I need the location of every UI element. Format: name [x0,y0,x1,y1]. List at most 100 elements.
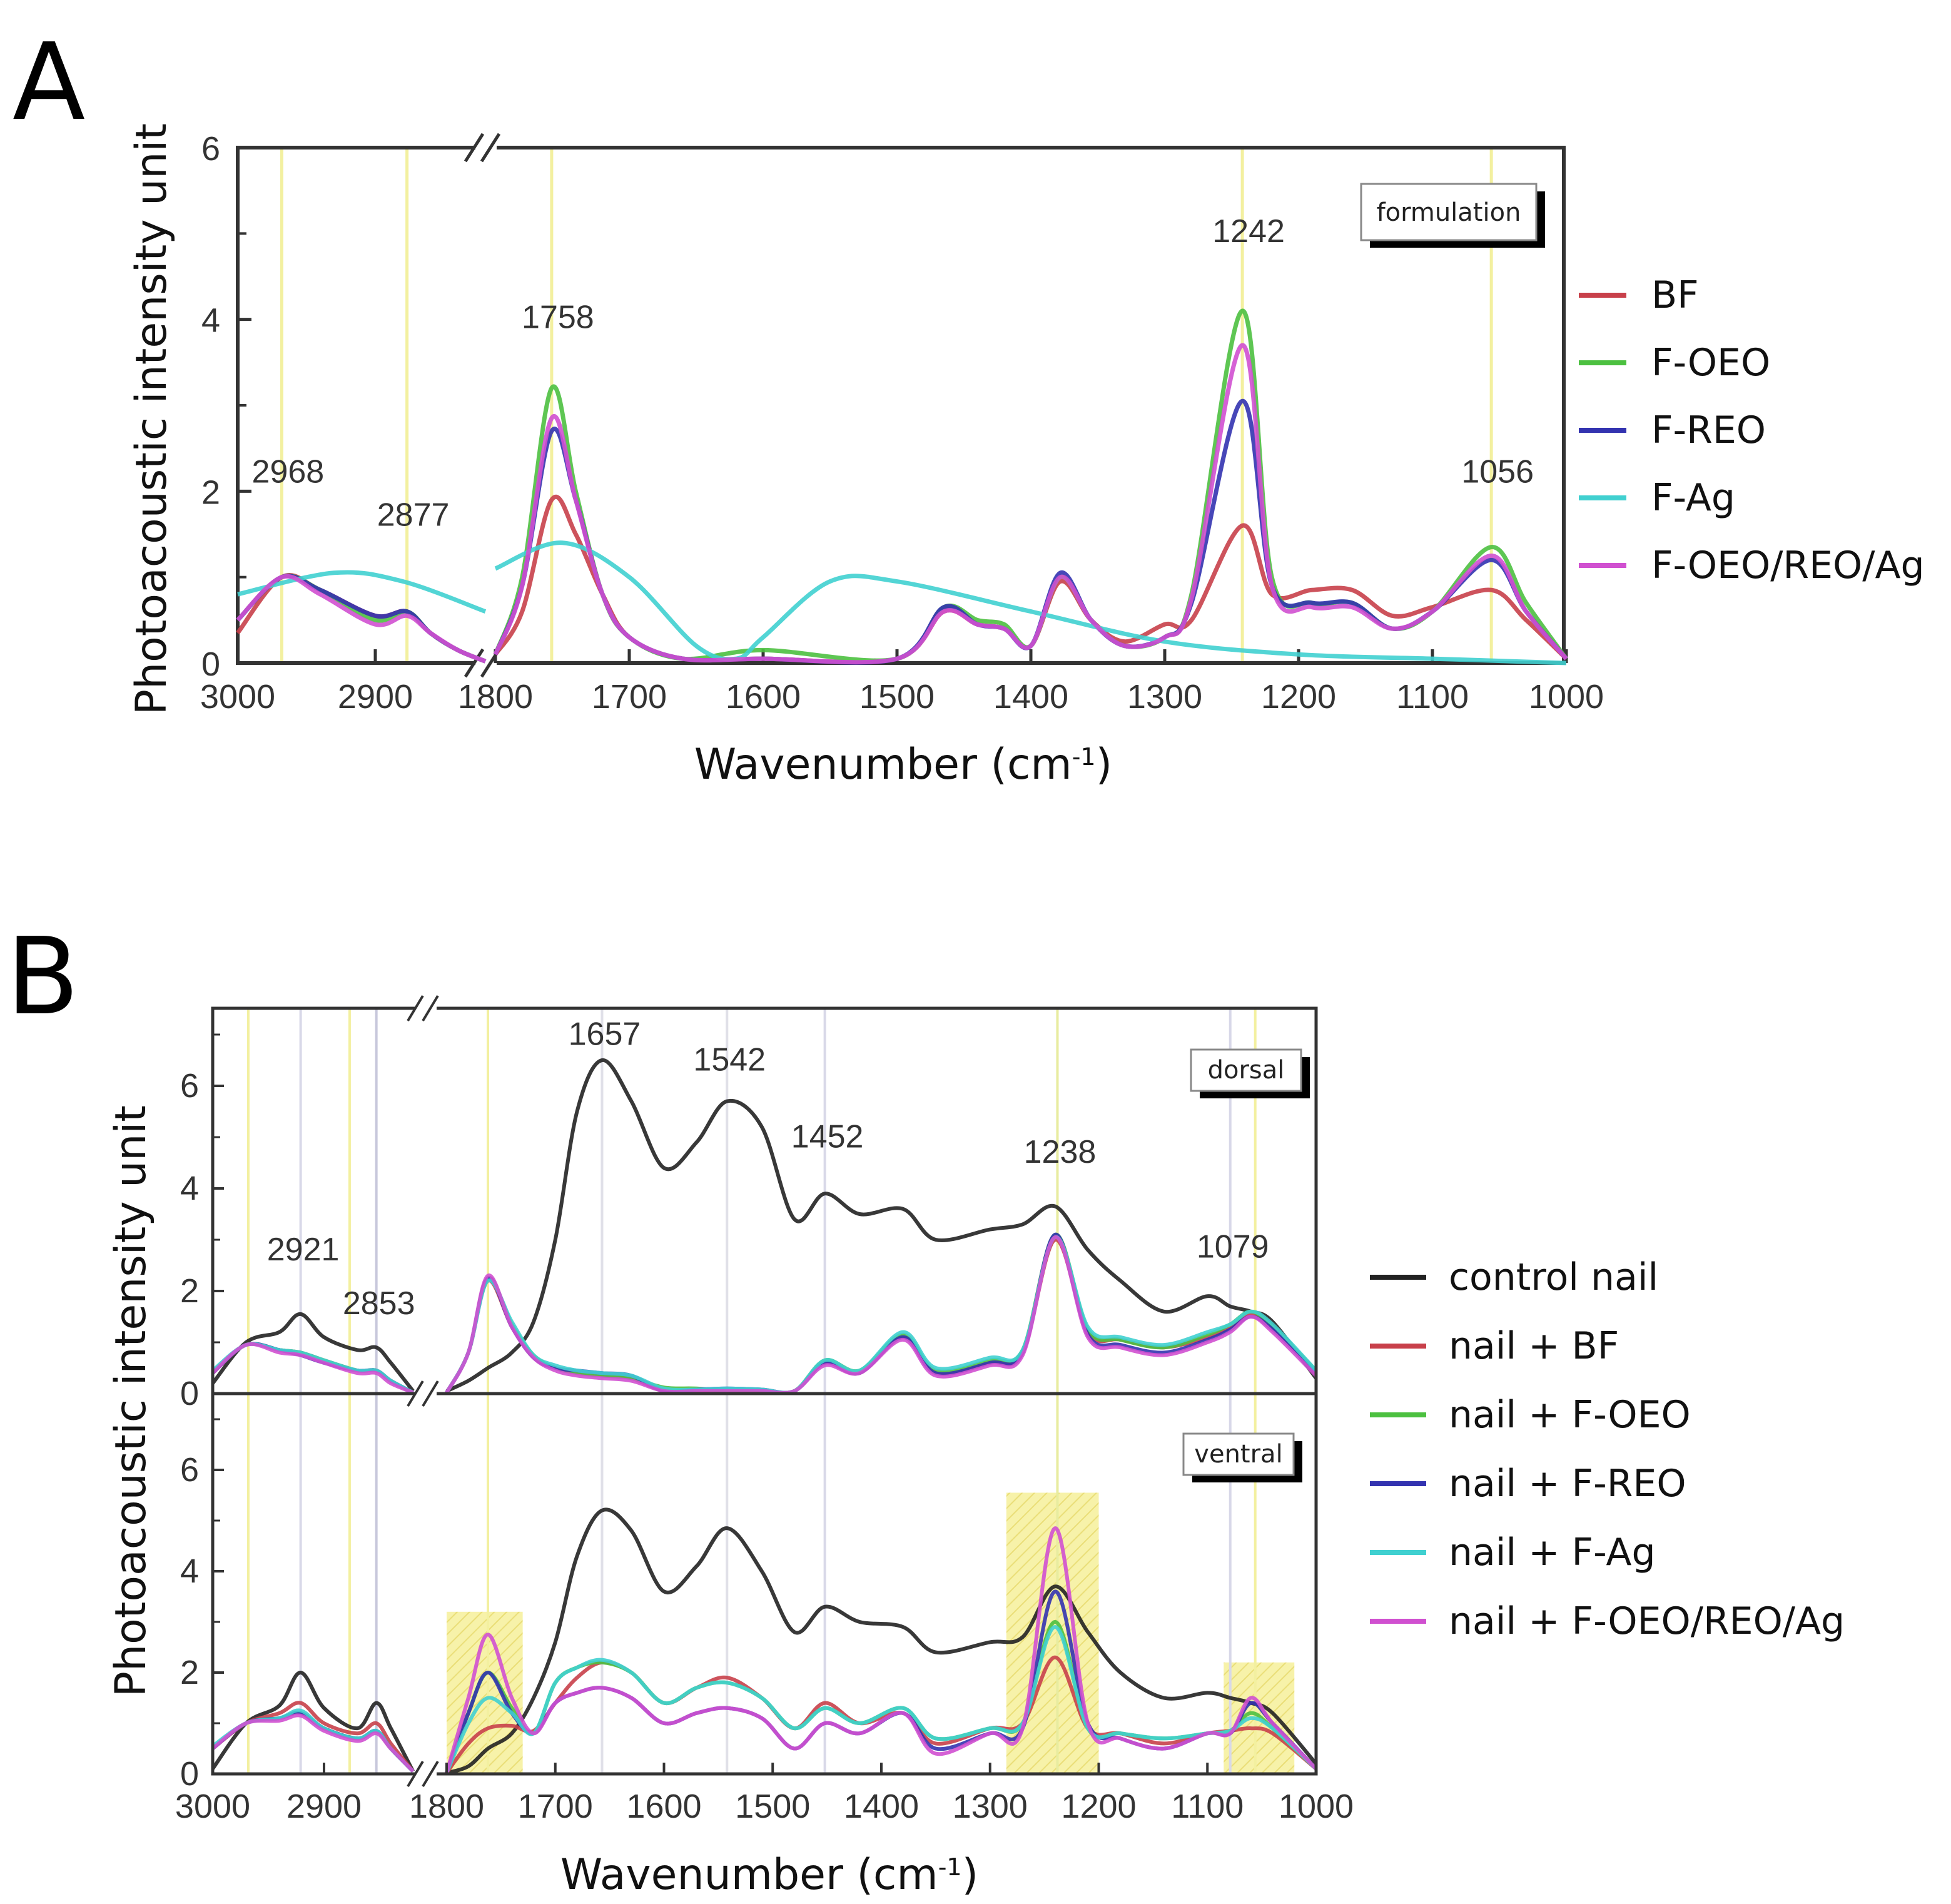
series-line-f-oeo-reo-ag [493,343,1568,665]
legend-label: BF [1651,273,1699,317]
axis-break-mark [464,648,485,678]
tag-label: dorsal [1208,1056,1285,1085]
axis-break-mark [407,1380,424,1407]
x-tick-label: 1200 [1261,678,1336,716]
tag-label: ventral [1194,1440,1282,1469]
x-tick-label: 1300 [953,1788,1028,1825]
x-tick-label: 1800 [409,1788,484,1825]
peak-label: 1542 [693,1041,766,1078]
legend-label: F-OEO [1651,341,1770,385]
x-tick-label: 1100 [1171,1788,1244,1825]
x-axis-title-sup: -1 [1072,743,1096,771]
y-tick-label: 2 [201,473,220,511]
legend-label: F-Ag [1651,476,1735,520]
x-tick-label: 1400 [844,1788,919,1825]
y-tick-label: 4 [201,302,220,340]
x-tick-label: 1500 [735,1788,810,1825]
x-axis-title-text: Wavenumber (cm [694,740,1072,789]
x-tick-label: 1700 [518,1788,593,1825]
axis-break-mark [422,1380,439,1407]
x-tick-label: 3000 [175,1788,250,1825]
peak-label: 2877 [377,497,450,533]
x-tick-label: 2900 [286,1788,362,1825]
y-axis-title: Photoacoustic intensity unit [127,123,176,715]
axis-break-gap [415,1005,437,1012]
y-tick-label: 6 [201,130,220,168]
legend-label: nail + F-OEO/REO/Ag [1449,1599,1845,1643]
axis-break-gap [415,1390,437,1397]
y-tick-label: 0 [180,1755,199,1793]
axis-break-mark [422,1760,439,1788]
series-line-f-ag [237,570,487,614]
x-axis-title-end: ) [962,1850,979,1900]
x-tick-label: 1200 [1061,1788,1136,1825]
y-tick-label: 6 [180,1067,199,1105]
legend-label: nail + F-Ag [1449,1531,1656,1574]
series-line-f-reo [493,398,1568,665]
legend-label: nail + F-REO [1449,1462,1686,1506]
peak-label: 2853 [343,1285,415,1322]
y-tick-label: 0 [180,1375,199,1412]
legend-label: nail + F-OEO [1449,1393,1691,1437]
plot-frame [211,1006,1318,1776]
series-line-nail-f-oeo-reo-ag [211,1342,414,1395]
x-tick-label: 1500 [859,678,935,716]
peak-label: 1056 [1461,454,1534,490]
x-tick-label: 1300 [1127,678,1202,716]
panel-label: A [13,21,85,144]
x-axis-title: Wavenumber (cm-1) [694,740,1112,789]
axis-break-mark [407,995,424,1022]
legend-label: F-OEO/REO/Ag [1651,544,1925,587]
peak-label: 1079 [1197,1229,1269,1265]
series-line-control-nail [446,1507,1318,1775]
peak-label: 1657 [569,1016,641,1052]
y-tick-label: 0 [201,646,220,683]
peak-label: 1238 [1024,1134,1097,1170]
series-line-nail-f-oeo-reo-ag [445,1235,1318,1395]
series-line-bf [494,494,1568,665]
tag-box [1182,1432,1295,1476]
tag-label: formulation [1377,198,1521,227]
tag-box [1190,1048,1302,1092]
series-line-nail-f-ag [445,1235,1318,1395]
axis-break-mark [422,995,439,1022]
x-tick-label: 1700 [592,678,667,716]
legend-label: F-REO [1651,408,1766,452]
peak-label: 1452 [791,1118,864,1155]
tag-box [1360,183,1538,241]
panel-label: B [6,915,79,1039]
series-line-nail-f-ag [445,1625,1318,1774]
series-line-f-ag [494,540,1567,666]
legend-label: control nail [1449,1255,1658,1299]
x-tick-label: 1800 [458,678,533,716]
x-tick-label: 1400 [993,678,1068,716]
subplot-ventral: 0 2 4 6 ventral [180,1394,1318,1793]
x-tick-label: 1600 [726,678,801,716]
x-tick-label: 3000 [200,678,275,716]
peak-label: 2921 [267,1232,340,1268]
x-axis-title-text: Wavenumber (cm [560,1850,938,1900]
peak-label: 2968 [252,454,325,490]
x-axis-title: Wavenumber (cm-1) [560,1850,978,1900]
series-line-control-nail [445,1058,1318,1393]
axis-break-mark [407,1760,424,1788]
x-axis-title-sup: -1 [938,1853,962,1881]
x-axis-title-end: ) [1096,740,1113,789]
panel-a: A 0 2 4 6 3000 2900 1800 1700 1600 1500 1400 1300 120… [13,21,1925,789]
axis-break-mark [480,133,501,163]
x-tick-label: 1000 [1279,1788,1354,1825]
series-line-nail-f-reo [445,1589,1318,1774]
y-tick-label: 4 [180,1170,199,1207]
peak-label: 1242 [1212,213,1285,250]
series-line-nail-f-oeo-reo-ag [445,1526,1318,1774]
series-line-f-oeo-reo-ag [236,574,487,664]
x-tick-label: 1600 [626,1788,701,1825]
axis-break-gap [415,1770,437,1778]
y-tick-label: 6 [180,1451,199,1489]
y-tick-label: 2 [180,1272,199,1310]
series-line-control-nail [211,1312,415,1392]
x-tick-label: 1000 [1529,678,1604,716]
y-axis-title: Photoacoustic intensity unit [106,1105,156,1697]
